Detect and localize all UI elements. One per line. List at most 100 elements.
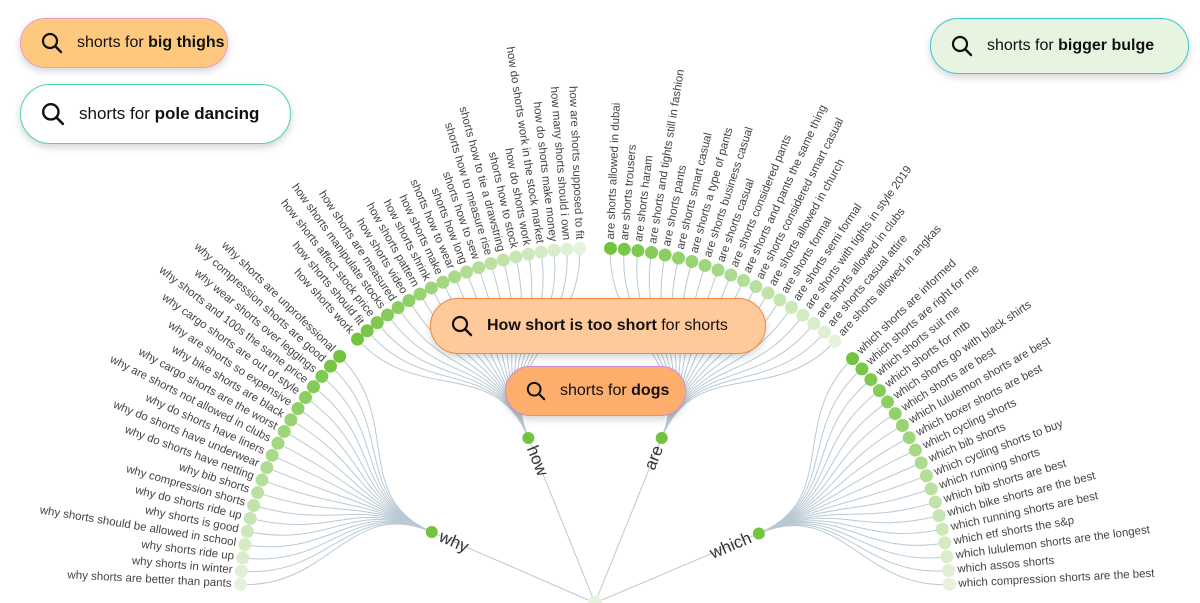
leaf-dot[interactable]: [324, 359, 338, 373]
leaf-dot[interactable]: [658, 248, 672, 262]
leaf-dot[interactable]: [521, 247, 535, 261]
leaf-dot[interactable]: [496, 253, 510, 267]
leaf-dot[interactable]: [914, 456, 928, 470]
search-suggestion-pole-dancing[interactable]: shorts for pole dancing: [20, 84, 291, 144]
root-link: [527, 437, 596, 603]
leaf-dot[interactable]: [255, 473, 269, 487]
leaf-dot[interactable]: [448, 270, 462, 284]
branch-node-are[interactable]: [655, 431, 668, 444]
leaf-dot[interactable]: [935, 522, 949, 536]
leaf-dot[interactable]: [391, 301, 405, 315]
leaf-dot[interactable]: [698, 258, 712, 272]
leaf-dot[interactable]: [460, 265, 474, 279]
leaf-dot[interactable]: [919, 469, 933, 483]
leaf-dot[interactable]: [924, 482, 938, 496]
leaf-dot[interactable]: [424, 281, 438, 295]
leaf-dot[interactable]: [796, 308, 810, 322]
leaf-dot[interactable]: [560, 242, 574, 256]
leaf-dot[interactable]: [724, 268, 738, 282]
leaf-dot[interactable]: [736, 274, 750, 288]
leaf-dot[interactable]: [315, 369, 329, 383]
leaf-dot[interactable]: [603, 241, 617, 255]
leaf-dot[interactable]: [807, 316, 821, 330]
leaf-dot[interactable]: [333, 349, 347, 363]
leaf-dot[interactable]: [818, 325, 832, 339]
leaf-link: [241, 522, 432, 573]
leaf-dot[interactable]: [402, 294, 416, 308]
leaf-dot[interactable]: [236, 551, 250, 565]
search-icon: [451, 315, 473, 337]
leaf-dot[interactable]: [645, 246, 659, 260]
leaf-dot[interactable]: [271, 436, 285, 450]
leaf-dot[interactable]: [846, 352, 860, 366]
leaf-dot[interactable]: [631, 244, 645, 258]
branch-node-how[interactable]: [522, 431, 535, 444]
leaf-dot[interactable]: [785, 300, 799, 314]
leaf-dot[interactable]: [908, 443, 922, 457]
leaf-dot[interactable]: [243, 511, 257, 525]
leaf-dot[interactable]: [413, 287, 427, 301]
search-icon: [526, 381, 546, 401]
leaf-dot[interactable]: [472, 261, 486, 275]
leaf-dot[interactable]: [902, 431, 916, 445]
leaf-dot[interactable]: [291, 402, 305, 416]
leaf-label[interactable]: are shorts allowed in dubai: [605, 102, 623, 239]
leaf-dot[interactable]: [855, 362, 869, 376]
leaf-dot[interactable]: [247, 498, 261, 512]
leaf-dot[interactable]: [484, 257, 498, 271]
leaf-dot[interactable]: [932, 509, 946, 523]
leaf-dot[interactable]: [370, 316, 384, 330]
leaf-dot[interactable]: [940, 550, 954, 564]
leaf-dot[interactable]: [617, 242, 631, 256]
leaf-dot[interactable]: [436, 275, 450, 289]
leaf-dot[interactable]: [350, 332, 364, 346]
leaf-dot[interactable]: [864, 373, 878, 387]
leaf-dot[interactable]: [233, 577, 247, 591]
leaf-dot[interactable]: [265, 448, 279, 462]
leaf-link: [247, 519, 432, 536]
root-node: [588, 596, 602, 603]
search-suggestion-how-short[interactable]: How short is too short for shorts: [430, 298, 766, 354]
leaf-link: [758, 521, 945, 546]
branch-label: how: [523, 443, 553, 480]
leaf-dot[interactable]: [773, 293, 787, 307]
search-suggestion-bigger-bulge[interactable]: shorts for bigger bulge: [930, 18, 1189, 74]
leaf-dot[interactable]: [360, 324, 374, 338]
leaf-dot[interactable]: [749, 280, 763, 294]
leaf-dot[interactable]: [672, 251, 686, 265]
leaf-dot[interactable]: [872, 384, 886, 398]
leaf-dot[interactable]: [284, 413, 298, 427]
branch-node-which[interactable]: [752, 527, 765, 540]
leaf-dot[interactable]: [547, 243, 561, 257]
search-suggestion-big-thighs[interactable]: shorts for big thighs: [20, 18, 228, 68]
leaf-dot[interactable]: [240, 524, 254, 538]
suggestion-text: shorts for big thighs: [77, 34, 225, 51]
branch-label: which: [706, 528, 754, 563]
root-link: [431, 531, 596, 603]
leaf-dot[interactable]: [234, 564, 248, 578]
leaf-dot[interactable]: [299, 391, 313, 405]
leaf-dot[interactable]: [260, 461, 274, 475]
leaf-dot[interactable]: [277, 424, 291, 438]
leaf-link: [242, 521, 432, 560]
leaf-dot[interactable]: [685, 254, 699, 268]
leaf-dot[interactable]: [928, 495, 942, 509]
leaf-dot[interactable]: [828, 334, 842, 348]
leaf-dot[interactable]: [938, 536, 952, 550]
leaf-dot[interactable]: [238, 538, 252, 552]
search-suggestion-dogs[interactable]: shorts for dogs: [505, 366, 686, 416]
leaf-dot[interactable]: [534, 245, 548, 259]
leaf-dot[interactable]: [895, 419, 909, 432]
leaf-dot[interactable]: [761, 286, 775, 300]
leaf-dot[interactable]: [888, 407, 902, 421]
leaf-dot[interactable]: [381, 308, 395, 322]
leaf-dot[interactable]: [942, 564, 956, 578]
leaf-dot[interactable]: [509, 250, 523, 264]
leaf-dot[interactable]: [573, 241, 587, 255]
leaf-dot[interactable]: [881, 395, 895, 409]
leaf-dot[interactable]: [306, 380, 320, 394]
leaf-dot[interactable]: [711, 263, 725, 277]
leaf-dot[interactable]: [251, 486, 265, 500]
branch-node-why[interactable]: [425, 526, 438, 539]
leaf-dot[interactable]: [943, 577, 957, 591]
